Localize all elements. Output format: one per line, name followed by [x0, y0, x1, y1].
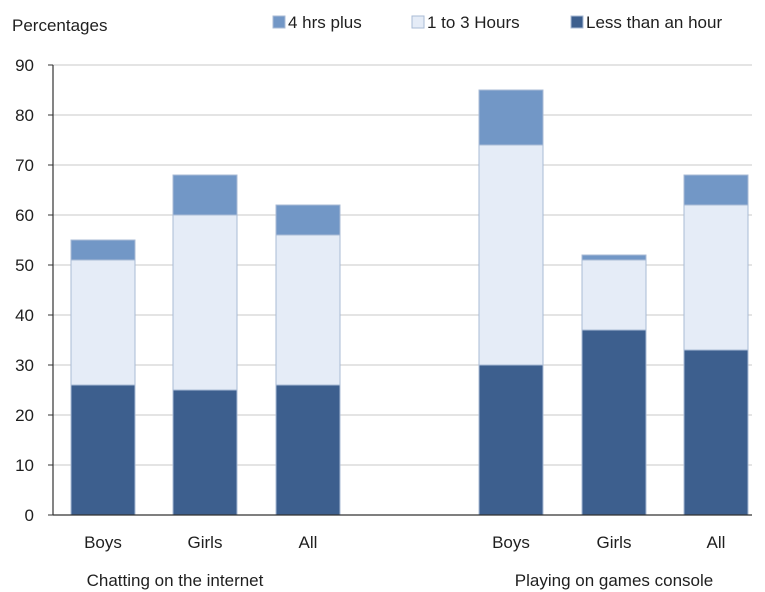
legend: 4 hrs plus 1 to 3 Hours Less than an hour	[272, 13, 722, 32]
bar-segment-4-hrs-plus	[478, 89, 544, 146]
y-tick-label: 40	[15, 306, 34, 325]
legend-label: 1 to 3 Hours	[427, 13, 520, 32]
bar-segment-1-to-3-hours	[478, 144, 544, 366]
bar-segment-4-hrs-plus	[275, 204, 341, 236]
bar-segment-4-hrs-plus	[683, 174, 749, 206]
bar-segment-4-hrs-plus	[172, 174, 238, 216]
bar-segment-less-than-an-hour	[70, 384, 136, 516]
bar-segment-1-to-3-hours	[683, 204, 749, 351]
y-tick-label: 90	[15, 56, 34, 75]
y-tick-label: 20	[15, 406, 34, 425]
legend-label: Less than an hour	[586, 13, 722, 32]
x-tick-label: Girls	[188, 533, 223, 552]
group-label: Chatting on the internet	[87, 571, 264, 590]
legend-swatch	[570, 15, 584, 29]
x-axis-ticks: Boys Girls All Boys Girls All	[84, 533, 725, 552]
y-tick-label: 60	[15, 206, 34, 225]
group-label: Playing on games console	[515, 571, 713, 590]
x-axis-group-labels: Chatting on the internet Playing on games…	[87, 571, 714, 590]
y-tick-label: 50	[15, 256, 34, 275]
x-tick-label: Girls	[597, 533, 632, 552]
y-tick-label: 80	[15, 106, 34, 125]
y-axis-ticks: 0 10 20 30 40 50 60 70 80 90	[15, 56, 53, 525]
x-tick-label: All	[707, 533, 726, 552]
bar-segment-less-than-an-hour	[275, 384, 341, 516]
bar-segment-1-to-3-hours	[581, 259, 647, 331]
bars	[70, 89, 749, 516]
gridlines	[53, 64, 752, 466]
y-tick-label: 70	[15, 156, 34, 175]
y-axis-title: Percentages	[12, 16, 107, 35]
x-tick-label: Boys	[84, 533, 122, 552]
bar-segment-less-than-an-hour	[172, 389, 238, 516]
legend-label: 4 hrs plus	[288, 13, 362, 32]
bar-segment-less-than-an-hour	[581, 329, 647, 516]
y-tick-label: 10	[15, 456, 34, 475]
legend-swatch	[272, 15, 286, 29]
bar-segment-less-than-an-hour	[683, 349, 749, 516]
y-tick-label: 0	[25, 506, 34, 525]
bar-segment-4-hrs-plus	[70, 239, 136, 261]
bar-segment-1-to-3-hours	[172, 214, 238, 391]
legend-swatch	[411, 15, 425, 29]
bar-segment-1-to-3-hours	[70, 259, 136, 386]
bar-segment-1-to-3-hours	[275, 234, 341, 386]
x-tick-label: All	[299, 533, 318, 552]
bar-segment-less-than-an-hour	[478, 364, 544, 516]
x-tick-label: Boys	[492, 533, 530, 552]
y-tick-label: 30	[15, 356, 34, 375]
bar-segment-4-hrs-plus	[581, 254, 647, 261]
